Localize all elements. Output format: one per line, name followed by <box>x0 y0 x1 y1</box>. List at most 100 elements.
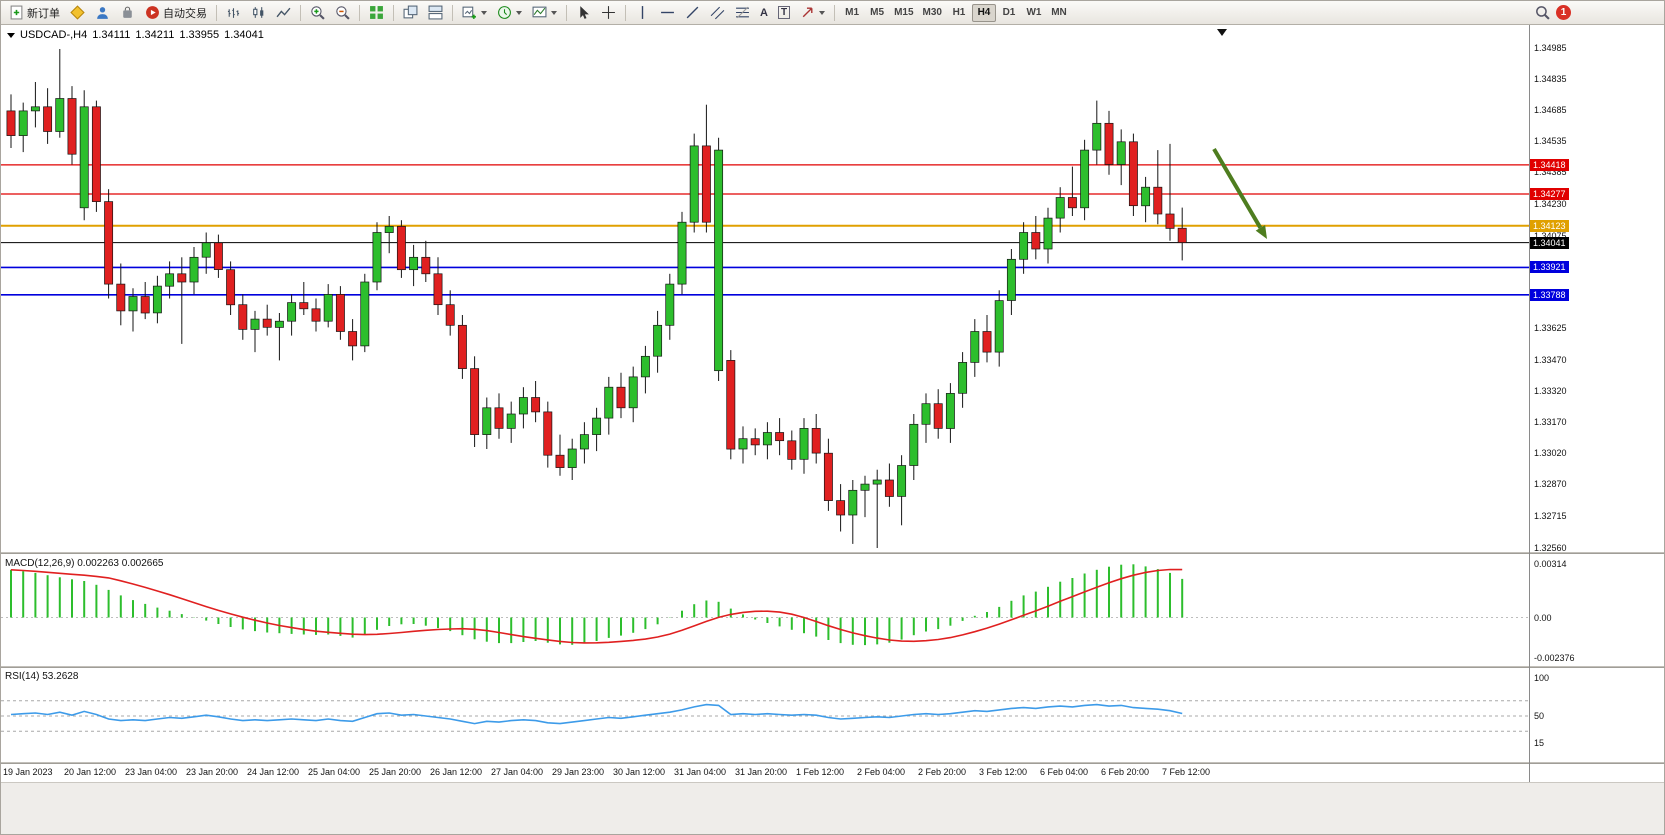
time-axis-label: 27 Jan 04:00 <box>491 767 544 777</box>
trendline-tool-button[interactable] <box>681 3 704 23</box>
candlestick-chart-button[interactable] <box>247 3 270 23</box>
line-chart-button[interactable] <box>272 3 295 23</box>
timeframe-button-mn[interactable]: MN <box>1047 4 1071 22</box>
text-tool-button[interactable]: A <box>756 3 772 23</box>
indicators-button[interactable] <box>528 3 561 23</box>
vertical-line-icon <box>635 5 650 20</box>
macd-label: MACD(12,26,9) 0.002263 0.002665 <box>5 558 164 569</box>
toolbar-separator <box>566 4 567 21</box>
price-level-label: 1.33788 <box>1530 288 1569 301</box>
time-axis-label: 24 Jan 12:00 <box>247 767 300 777</box>
timeframe-button-m30[interactable]: M30 <box>919 4 946 22</box>
rsi-axis-label: 50 <box>1534 711 1545 721</box>
cursor-icon <box>576 5 591 20</box>
new-order-icon <box>9 5 24 20</box>
zoom-in-icon <box>310 5 325 20</box>
vertical-line-tool-button[interactable] <box>631 3 654 23</box>
rsi-axis-label: 15 <box>1534 737 1545 748</box>
horizontal-line-tool-button[interactable] <box>656 3 679 23</box>
metaeditor-icon <box>70 5 85 20</box>
macd-histogram <box>10 564 1184 646</box>
community-button[interactable] <box>91 3 114 23</box>
price-axis-label: 1.33170 <box>1534 417 1567 428</box>
chart-shift-marker[interactable] <box>1217 29 1227 36</box>
profiles-button[interactable] <box>493 3 526 23</box>
chart-symbol-period: USDCAD-,H4 <box>20 29 88 41</box>
chart-open-value: 1.34111 <box>92 29 131 41</box>
dropdown-caret-icon <box>481 10 487 15</box>
text-label-tool-button[interactable]: T <box>774 3 794 23</box>
tile-windows-icon <box>369 5 384 20</box>
line-chart-icon <box>276 5 291 20</box>
fibonacci-tool-button[interactable] <box>731 3 754 23</box>
arrow-tools-icon <box>800 5 815 20</box>
new-order-label: 新订单 <box>27 7 60 20</box>
market-button[interactable] <box>116 3 139 23</box>
zoom-out-button[interactable] <box>331 3 354 23</box>
price-axis-label: 1.34985 <box>1534 43 1567 53</box>
time-axis-label: 7 Feb 12:00 <box>1162 767 1211 777</box>
time-axis-label: 31 Jan 20:00 <box>735 767 788 777</box>
price-axis-label: 1.33470 <box>1534 355 1567 366</box>
notifications-badge[interactable]: 1 <box>1556 5 1571 20</box>
price-axis-label: 1.32715 <box>1534 511 1567 522</box>
auto-trading-button[interactable]: 自动交易 <box>141 3 211 23</box>
toolbar-separator <box>300 4 301 21</box>
time-axis-label: 23 Jan 20:00 <box>186 767 239 777</box>
search-button[interactable] <box>1531 3 1554 23</box>
price-level-label: 1.34418 <box>1530 158 1569 171</box>
toolbar-separator <box>216 4 217 21</box>
metaeditor-button[interactable] <box>66 3 89 23</box>
chart-title-arrow-icon <box>7 32 15 38</box>
fibonacci-icon <box>735 5 750 20</box>
timeframe-button-w1[interactable]: W1 <box>1022 4 1046 22</box>
channel-tool-button[interactable] <box>706 3 729 23</box>
time-axis-label: 23 Jan 04:00 <box>125 767 178 777</box>
timeframe-button-d1[interactable]: D1 <box>997 4 1021 22</box>
bar-chart-button[interactable] <box>222 3 245 23</box>
horizontal-line-icon <box>660 5 675 20</box>
macd-signal-line <box>10 568 1183 644</box>
macd-panel-splitter[interactable] <box>1 552 1664 554</box>
community-icon <box>95 5 110 20</box>
macd-panel[interactable] <box>1 554 1529 666</box>
trend-arrow-annotation[interactable] <box>1212 147 1267 239</box>
tile-windows-button[interactable] <box>365 3 388 23</box>
time-axis-label: 1 Feb 12:00 <box>796 767 845 777</box>
chart-high-value: 1.34211 <box>135 29 175 41</box>
window-bottom-area <box>1 782 1664 834</box>
rsi-axis-label: 100 <box>1534 673 1550 683</box>
new-chart-button[interactable] <box>458 3 491 23</box>
time-axis-label: 19 Jan 2023 <box>3 767 53 777</box>
crosshair-tool-button[interactable] <box>597 3 620 23</box>
timeframe-button-m5[interactable]: M5 <box>865 4 889 22</box>
time-axis-label: 29 Jan 23:00 <box>552 767 605 777</box>
cascade-windows-button[interactable] <box>399 3 422 23</box>
crosshair-icon <box>601 5 616 20</box>
timeframe-toolbar: M1 M5 M15 M30 H1 H4 D1 W1 MN <box>840 3 1071 22</box>
zoom-in-button[interactable] <box>306 3 329 23</box>
cursor-tool-button[interactable] <box>572 3 595 23</box>
price-chart[interactable] <box>1 25 1529 552</box>
new-chart-icon <box>462 5 477 20</box>
timeframe-button-m15[interactable]: M15 <box>890 4 917 22</box>
price-axis-label: 1.34230 <box>1534 198 1567 209</box>
timeframe-button-m1[interactable]: M1 <box>840 4 864 22</box>
price-axis-label: 1.33320 <box>1534 386 1567 397</box>
arrow-tools-button[interactable] <box>796 3 829 23</box>
time-axis-splitter <box>1 762 1664 764</box>
time-axis-label: 31 Jan 04:00 <box>674 767 727 777</box>
time-axis-label: 30 Jan 12:00 <box>613 767 666 777</box>
dropdown-caret-icon <box>516 10 522 15</box>
timeframe-button-h1[interactable]: H1 <box>947 4 971 22</box>
price-axis-label: 1.33020 <box>1534 448 1567 459</box>
dropdown-caret-icon <box>551 10 557 15</box>
timeframe-button-h4[interactable]: H4 <box>971 3 996 22</box>
rsi-panel-splitter[interactable] <box>1 666 1664 668</box>
rsi-panel[interactable] <box>1 668 1529 762</box>
new-order-button[interactable]: 新订单 <box>5 3 64 23</box>
toolbar-separator <box>393 4 394 21</box>
market-icon <box>120 5 135 20</box>
time-axis-label: 25 Jan 20:00 <box>369 767 422 777</box>
arrange-windows-button[interactable] <box>424 3 447 23</box>
